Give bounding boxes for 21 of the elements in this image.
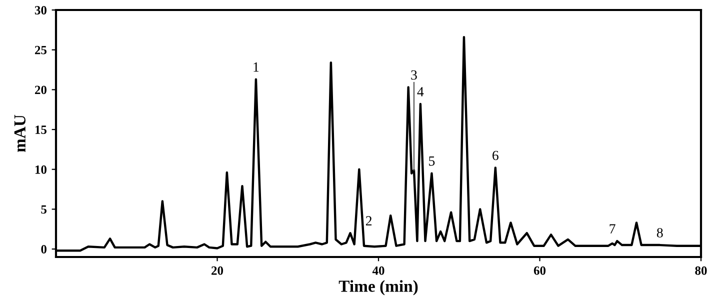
x-tick-label: 20 — [212, 266, 224, 275]
annotation: 4 — [417, 87, 424, 96]
annotation: 7 — [610, 224, 616, 234]
y-tick-label: 20 — [35, 86, 46, 94]
annotation: 2 — [366, 216, 372, 226]
y-tick-label: 10 — [35, 165, 46, 174]
annotation: 1 — [254, 62, 259, 72]
x-tick-label: 60 — [534, 266, 546, 275]
y-tick-label: 0 — [41, 245, 46, 254]
x-tick-label: 40 — [372, 266, 384, 275]
y-tick-label: 5 — [41, 205, 47, 214]
annotation: 3 — [411, 70, 417, 80]
y-tick-label: 15 — [35, 126, 47, 134]
annotation: 6 — [492, 150, 498, 160]
x-axis-title: Time (min) — [338, 280, 418, 296]
y-tick-label: 25 — [35, 46, 47, 54]
x-tick-label: 80 — [695, 266, 707, 275]
annotation: 8 — [656, 228, 663, 238]
y-tick-label: 30 — [34, 6, 46, 14]
annotation: 5 — [429, 156, 435, 166]
y-axis-title: mAU — [14, 114, 26, 152]
